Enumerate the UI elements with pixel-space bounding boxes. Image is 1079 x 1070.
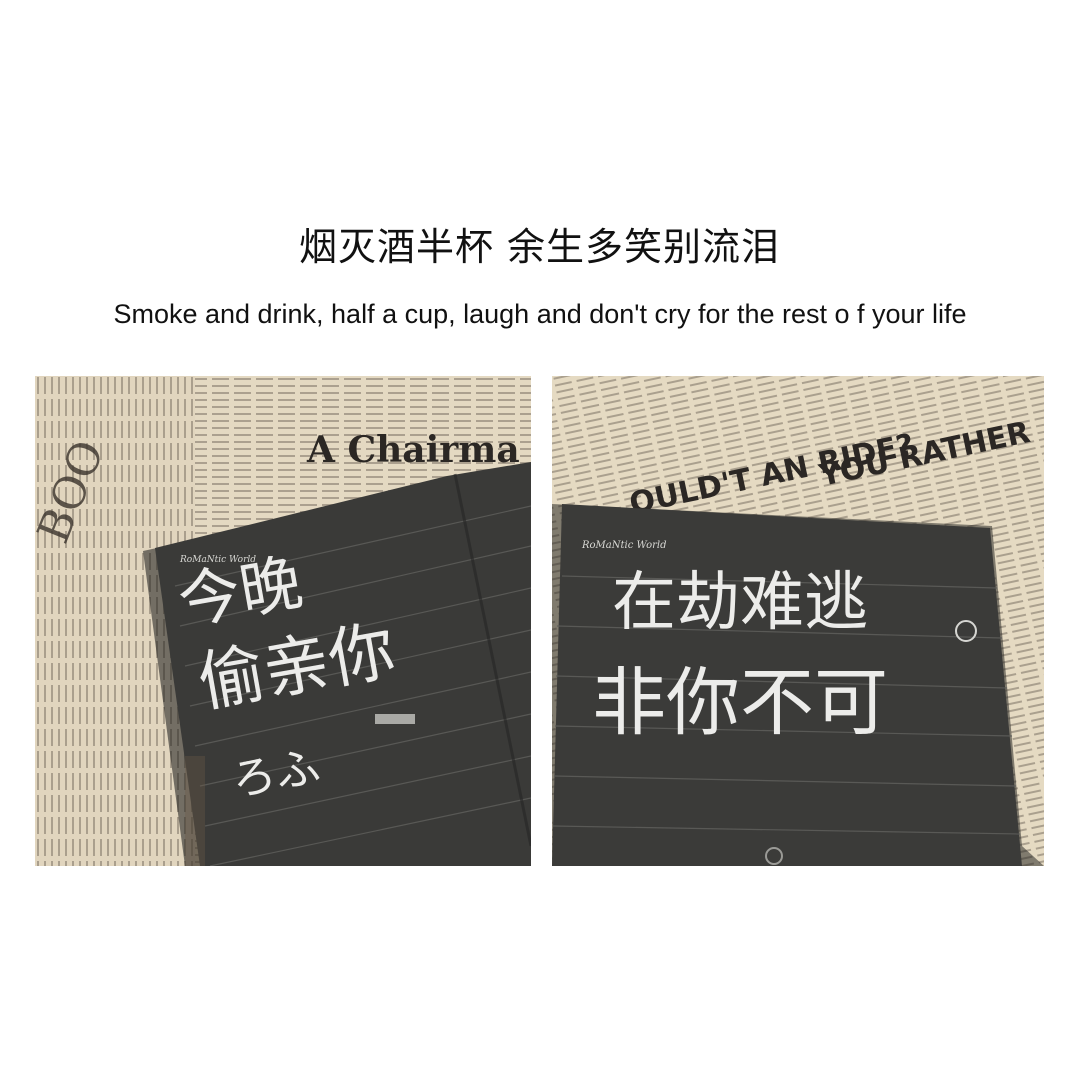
notebook-brand: RoMaNtic World	[179, 555, 256, 565]
photo-left-image: A Chairma BOO RoMaNtic World 今晚 偷亲你 ろふ	[35, 376, 531, 866]
photo-right-image: YOU RATHER OULD'T AN RIDE? RoMaNtic Worl…	[552, 376, 1044, 866]
newspaper-headline: A Chairma	[306, 429, 520, 471]
page-subtitle: Smoke and drink, half a cup, laugh and d…	[113, 299, 967, 329]
page-title: 烟灭酒半杯 余生多笑别流泪	[298, 225, 781, 269]
handwriting-line-2-right: 非你不可	[592, 660, 888, 746]
handwriting-line-1-right: 在劫难逃	[612, 566, 868, 640]
photo-right: YOU RATHER OULD'T AN RIDE? RoMaNtic Worl…	[552, 376, 1044, 866]
photo-left: A Chairma BOO RoMaNtic World 今晚 偷亲你 ろふ	[35, 376, 531, 866]
notebook-brand-right: RoMaNtic World	[581, 540, 667, 551]
